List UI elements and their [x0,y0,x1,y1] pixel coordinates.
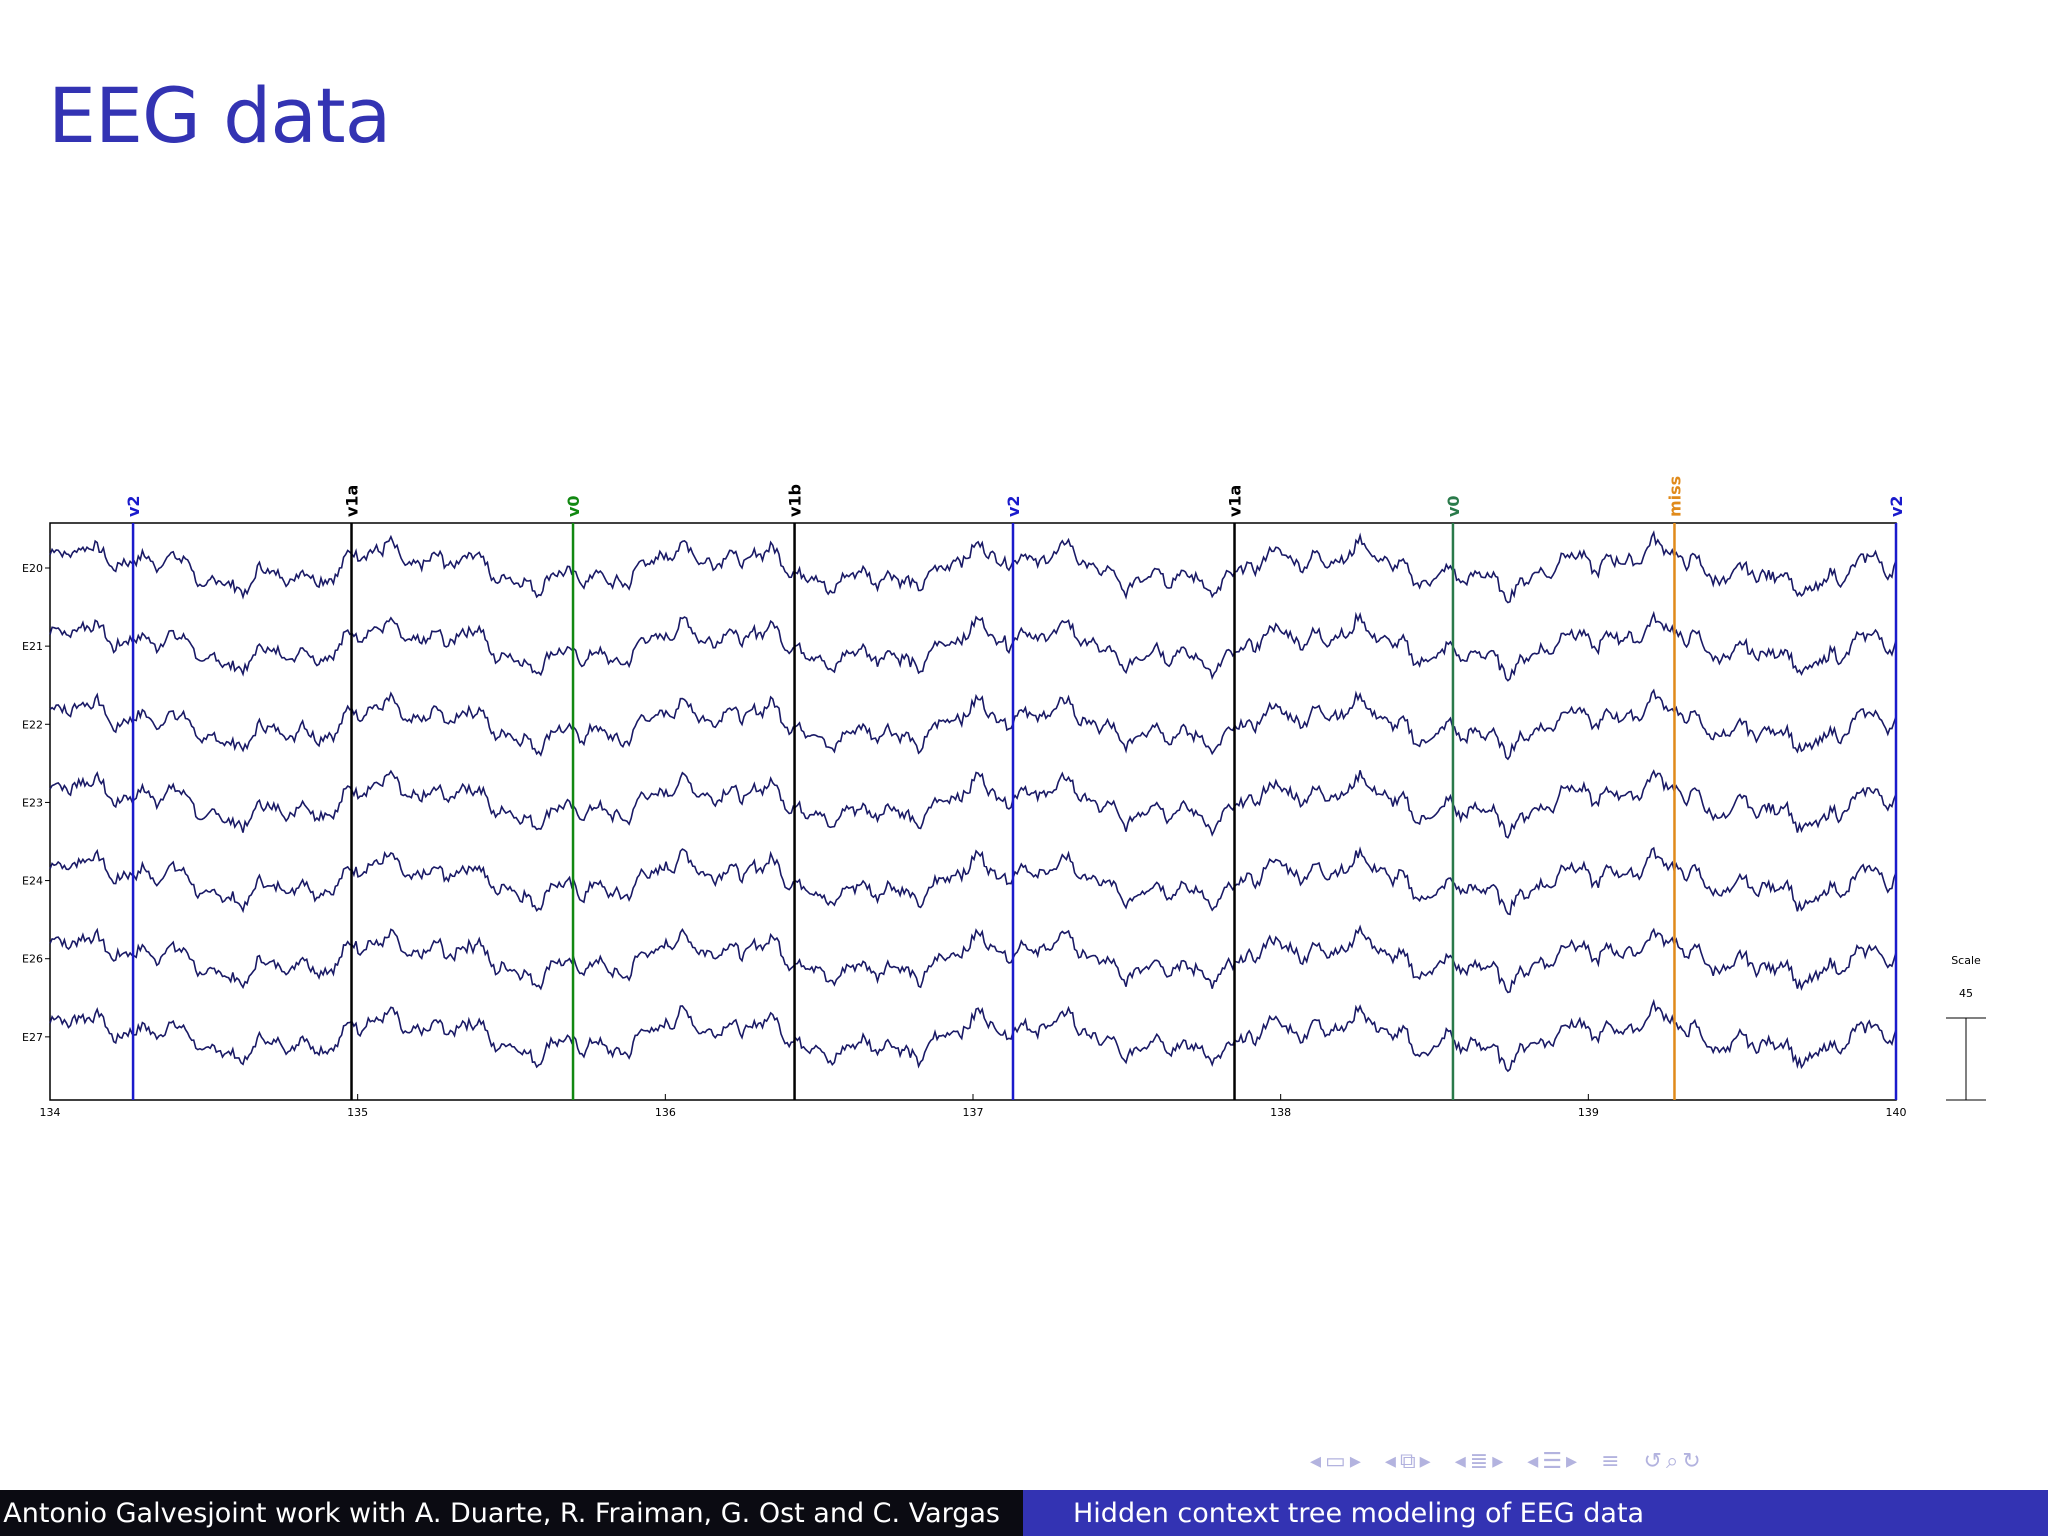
slide-icon[interactable]: ▭ [1325,1448,1346,1474]
channel-label: E27 [22,1031,43,1044]
subsection-icon[interactable]: ≣ [1469,1448,1489,1474]
eeg-trace [49,924,1897,994]
event-label: v1a [1226,485,1245,517]
channel-label: E21 [22,640,43,653]
event-label: v0 [1444,495,1463,517]
eeg-trace [49,769,1897,839]
event-label: v2 [1887,495,1906,517]
section-icon[interactable]: ☰ [1542,1448,1563,1474]
navigation-bar: ◂ ▭ ▸ ◂ ⧉ ▸ ◂ ≣ ▸ ◂ ☰ ▸ ≡ ↺ ⌕ ↻ [1310,1442,2040,1480]
subsection-nav: ◂ ≣ ▸ [1455,1449,1504,1474]
frame-nav: ◂ ⧉ ▸ [1385,1449,1431,1474]
x-tick-label: 138 [1270,1106,1291,1119]
x-tick-label: 140 [1886,1106,1907,1119]
event-label: v1b [786,484,805,517]
forward-icon[interactable]: ↻ [1682,1448,1701,1474]
event-label: v0 [564,495,583,517]
search-icon[interactable]: ⌕ [1665,1448,1679,1474]
slide-title: EEG data [48,71,391,160]
footer: Antonio Galvesjoint work with A. Duarte,… [0,1490,2048,1536]
x-tick-label: 135 [347,1106,368,1119]
x-tick-label: 137 [963,1106,984,1119]
eeg-trace [49,610,1897,682]
back-icon[interactable]: ↺ [1643,1448,1662,1474]
subsection-prev-icon[interactable]: ◂ [1454,1448,1466,1474]
slide-nav: ◂ ▭ ▸ [1310,1449,1361,1474]
x-tick-label: 139 [1578,1106,1599,1119]
toc-icon[interactable]: ≡ [1601,1448,1620,1474]
toc-nav: ≡ [1601,1449,1619,1474]
plot-frame [49,522,1897,1101]
scale-value: 45 [1959,987,1973,1000]
slide-next-icon[interactable]: ▸ [1349,1448,1361,1474]
event-label: v1a [343,485,362,517]
eeg-trace [49,688,1897,761]
search-nav: ↺ ⌕ ↻ [1644,1449,1701,1474]
subsection-next-icon[interactable]: ▸ [1492,1448,1504,1474]
section-prev-icon[interactable]: ◂ [1527,1448,1539,1474]
event-label: v2 [124,495,143,517]
section-next-icon[interactable]: ▸ [1566,1448,1578,1474]
channel-label: E22 [22,718,43,731]
channel-label: E20 [22,562,43,575]
footer-talk-title: Hidden context tree modeling of EEG data [1023,1490,2048,1536]
event-label: v2 [1004,495,1023,517]
slide-prev-icon[interactable]: ◂ [1310,1448,1322,1474]
scale-label: Scale [1951,954,1981,967]
event-label: miss [1665,476,1684,517]
section-nav: ◂ ☰ ▸ [1527,1449,1577,1474]
channel-label: E23 [22,796,43,809]
frame-prev-icon[interactable]: ◂ [1384,1448,1396,1474]
eeg-trace [49,998,1897,1073]
channel-label: E26 [22,953,43,966]
frame-next-icon[interactable]: ▸ [1419,1448,1431,1474]
channel-label: E24 [22,875,43,888]
frame-icon[interactable]: ⧉ [1399,1448,1416,1474]
x-tick-label: 136 [655,1106,676,1119]
x-tick-label: 134 [40,1106,61,1119]
eeg-trace [49,530,1897,604]
footer-authors: Antonio Galvesjoint work with A. Duarte,… [0,1490,1023,1536]
eeg-trace [49,846,1897,916]
